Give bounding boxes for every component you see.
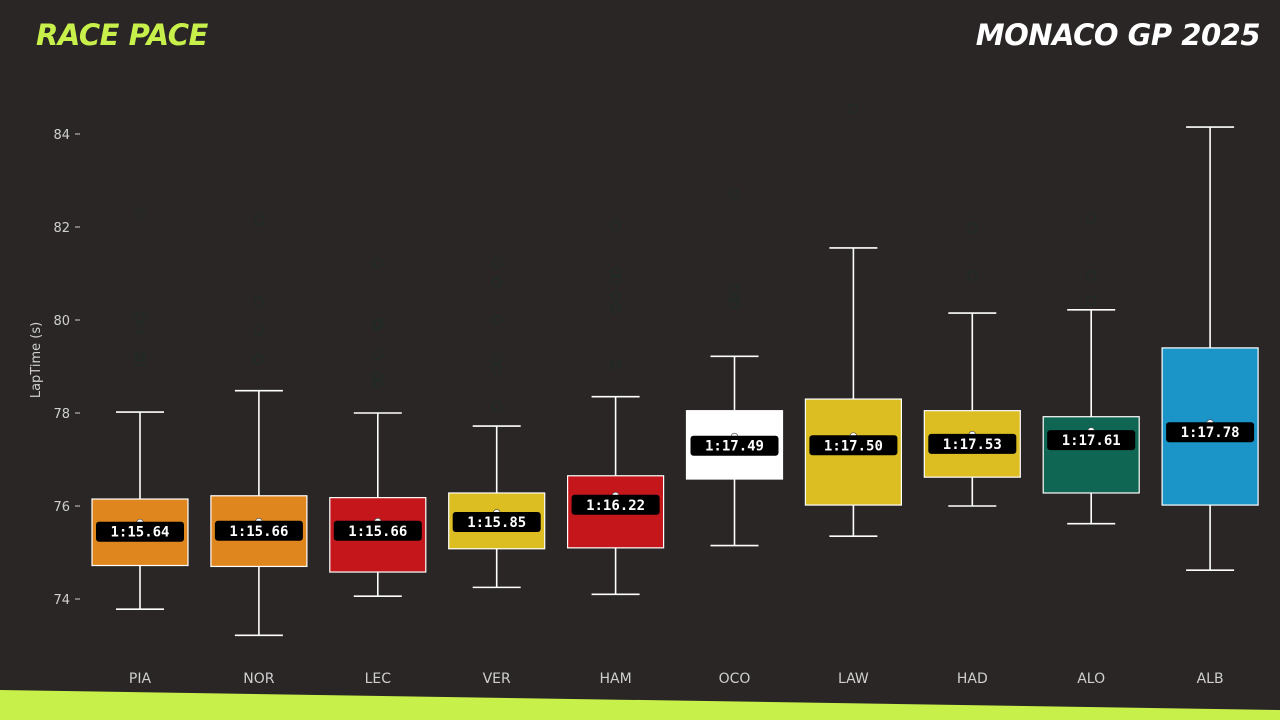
- median-label-bg: [333, 520, 422, 541]
- outlier-point: [610, 303, 621, 314]
- outlier-point: [491, 314, 502, 326]
- outlier-point: [253, 296, 265, 307]
- outlier-point: [729, 298, 740, 309]
- outlier-point: [1085, 213, 1097, 224]
- outlier-point: [610, 267, 621, 278]
- median-label-bg: [928, 433, 1017, 454]
- y-tick-label: 82: [53, 221, 70, 236]
- outlier-point: [610, 273, 621, 285]
- y-axis-label: LapTime (s): [29, 322, 44, 398]
- box-series: 1:15.64 1:15.66 1:15.66 1:15.85 1:16.22 1:17.…: [91, 103, 1259, 637]
- median-label: 1:16.22: [586, 498, 645, 514]
- median-label: 1:17.50: [824, 438, 883, 454]
- outlier-point: [729, 189, 740, 200]
- x-tick-label: OCO: [719, 671, 751, 687]
- outlier-point: [967, 222, 978, 234]
- median-label-bg: [96, 521, 184, 542]
- median-label: 1:15.64: [110, 525, 169, 541]
- outlier-point: [848, 103, 859, 114]
- median-label: 1:17.78: [1181, 425, 1240, 441]
- outlier-point: [491, 277, 502, 288]
- x-tick-label: LEC: [365, 671, 392, 687]
- outlier-point: [134, 208, 146, 220]
- x-tick-label: ALB: [1197, 671, 1224, 687]
- median-label-bg: [690, 435, 779, 456]
- median-label: 1:17.53: [943, 437, 1002, 453]
- x-tick-label: HAD: [957, 671, 988, 687]
- chart-title-left: RACE PACE: [36, 18, 208, 52]
- outlier-point: [967, 270, 978, 282]
- median-label-bg: [809, 435, 898, 456]
- chart-title-right: MONACO GP 2025: [975, 18, 1261, 52]
- x-tick-label: VER: [483, 671, 511, 687]
- outlier-point: [610, 290, 621, 302]
- outlier-point: [134, 351, 146, 362]
- median-label: 1:17.49: [705, 439, 764, 455]
- outlier-point: [372, 320, 383, 331]
- outlier-point: [729, 292, 740, 303]
- footer-accent-stripe: [0, 690, 1280, 720]
- outlier-point: [1085, 295, 1097, 306]
- box-oco: 1:17.49: [685, 189, 784, 547]
- y-tick-label: 80: [53, 314, 70, 329]
- y-tick-label: 78: [53, 407, 70, 422]
- y-tick-label: 84: [53, 128, 70, 143]
- median-label: 1:15.66: [348, 524, 407, 540]
- box-law: 1:17.50: [804, 103, 903, 538]
- median-label: 1:17.61: [1062, 433, 1121, 449]
- outlier-point: [253, 214, 265, 226]
- outlier-point: [610, 220, 621, 232]
- median-label: 1:15.85: [467, 515, 526, 531]
- x-axis: PIA NOR LEC VER HAM OCO LAW HAD ALO ALB: [129, 671, 1224, 687]
- median-label-bg: [571, 494, 660, 515]
- outlier-point: [491, 354, 502, 365]
- outlier-point: [491, 363, 502, 375]
- outlier-point: [253, 325, 265, 336]
- median-label: 1:15.66: [229, 524, 288, 540]
- y-tick-label: 74: [53, 593, 70, 608]
- x-tick-label: LAW: [838, 671, 869, 687]
- box-ham: 1:16.22: [566, 220, 665, 596]
- outlier-point: [372, 371, 383, 382]
- outlier-point: [372, 258, 383, 269]
- outlier-point: [134, 312, 146, 323]
- median-label-bg: [1166, 422, 1255, 443]
- median-label-bg: [1047, 430, 1136, 451]
- box-nor: 1:15.66: [210, 214, 308, 637]
- x-tick-label: PIA: [129, 671, 152, 687]
- box-pia: 1:15.64: [91, 208, 189, 611]
- outlier-point: [372, 377, 383, 388]
- accent-stripe-shape: [0, 690, 1280, 720]
- outlier-point: [491, 400, 502, 412]
- box-alo: 1:17.61: [1042, 213, 1140, 525]
- median-label-bg: [452, 511, 541, 532]
- x-tick-label: ALO: [1077, 671, 1105, 687]
- box-had: 1:17.53: [923, 222, 1021, 507]
- x-tick-label: HAM: [600, 671, 632, 687]
- outlier-point: [134, 355, 146, 367]
- outlier-point: [134, 323, 146, 334]
- y-axis: 74 76 78 80 82 84: [53, 128, 80, 608]
- outlier-point: [1085, 270, 1097, 282]
- outlier-point: [372, 349, 383, 361]
- outlier-point: [729, 284, 740, 295]
- box-ver: 1:15.85: [448, 258, 546, 589]
- box-alb: 1:17.78: [1161, 126, 1259, 571]
- outlier-point: [610, 358, 621, 370]
- outlier-point: [491, 258, 502, 269]
- y-tick-label: 76: [53, 500, 70, 515]
- x-tick-label: NOR: [243, 671, 274, 687]
- median-label-bg: [214, 520, 303, 541]
- box-lec: 1:15.66: [329, 258, 427, 598]
- outlier-point: [253, 354, 265, 365]
